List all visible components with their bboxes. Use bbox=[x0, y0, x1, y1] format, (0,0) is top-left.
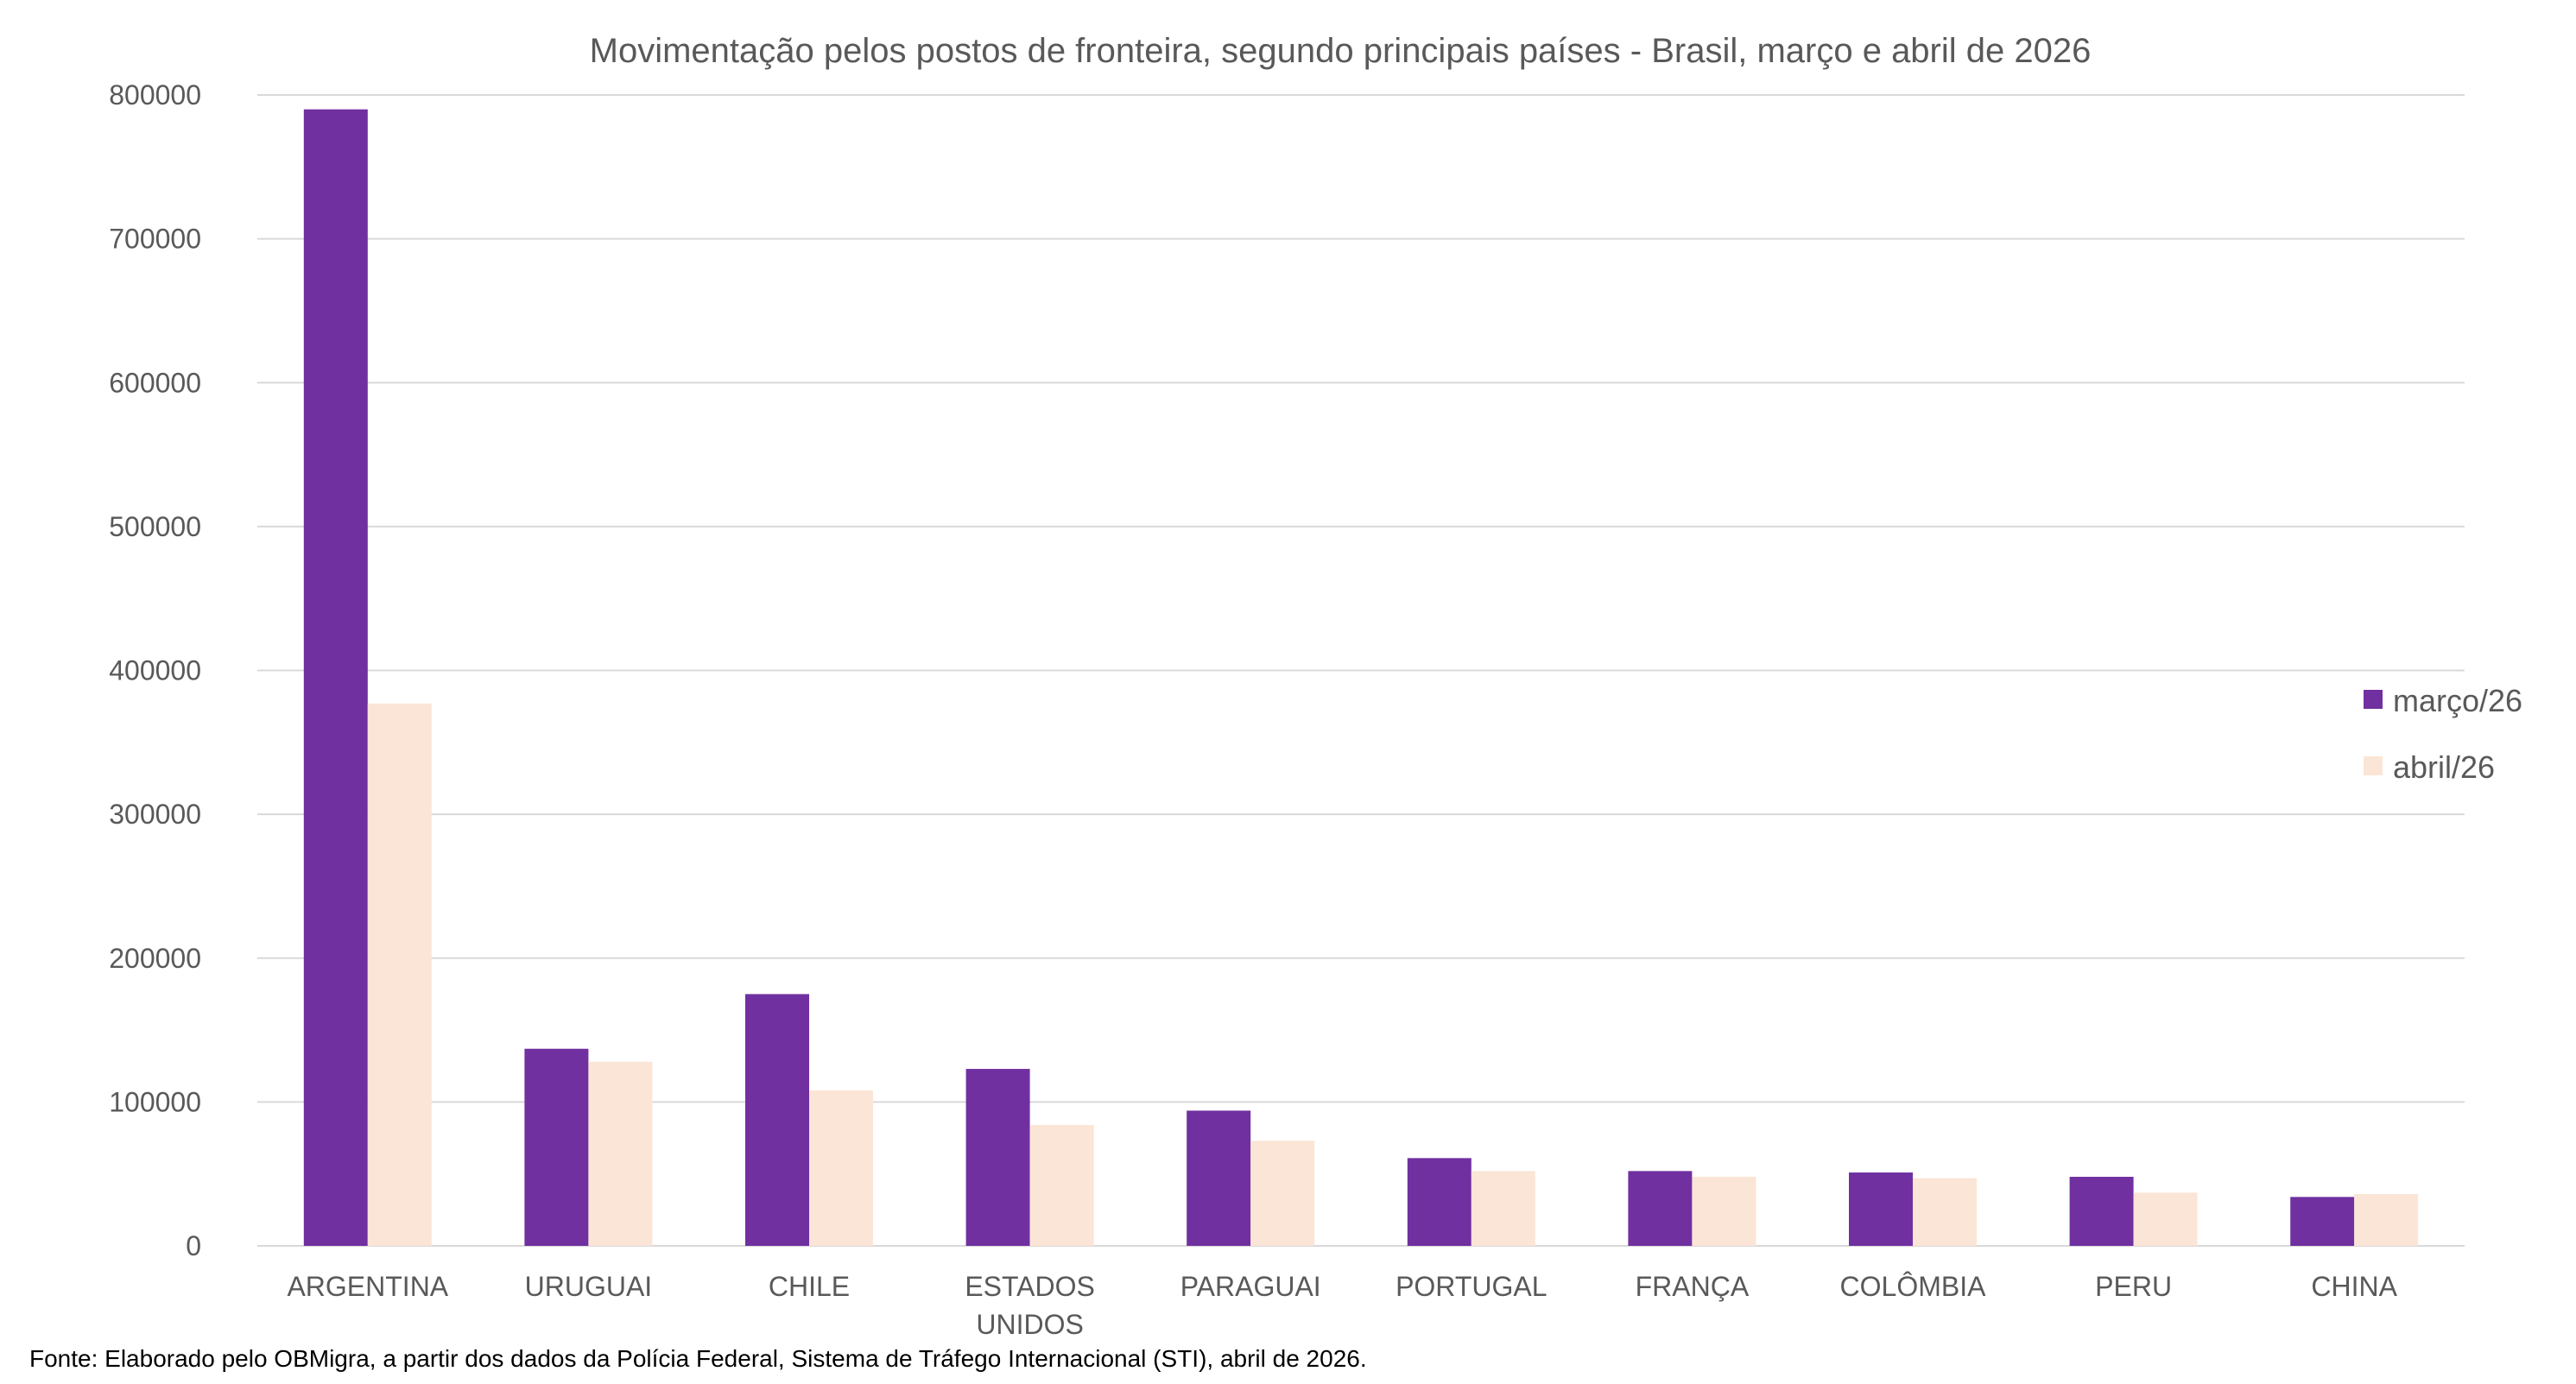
legend-label: abril/26 bbox=[2393, 749, 2495, 785]
x-category-label: ARGENTINA bbox=[287, 1271, 448, 1302]
bar-series-1-4 bbox=[1187, 1110, 1251, 1246]
x-category-label: PARAGUAI bbox=[1180, 1271, 1321, 1302]
x-category-label: UNIDOS bbox=[976, 1309, 1083, 1340]
bar-series-1-0 bbox=[303, 109, 368, 1247]
bar-series-2-3 bbox=[1029, 1125, 1094, 1246]
bar-series-2-2 bbox=[809, 1090, 873, 1246]
legend: março/26 abril/26 bbox=[2364, 683, 2522, 785]
x-category-label: ESTADOS bbox=[965, 1271, 1095, 1302]
y-tick-label: 500000 bbox=[109, 511, 201, 542]
y-tick-label: 400000 bbox=[109, 655, 201, 686]
source-note: Fonte: Elaborado pelo OBMigra, a partir … bbox=[29, 1345, 1367, 1372]
bar-series-1-1 bbox=[524, 1048, 589, 1246]
x-category-label: FRANÇA bbox=[1636, 1271, 1750, 1302]
x-category-label: PERU bbox=[2095, 1271, 2172, 1302]
x-category-label: PORTUGAL bbox=[1396, 1271, 1547, 1302]
y-axis-tick-labels: 0 100000 200000 300000 400000 500000 600000 700… bbox=[109, 79, 201, 1261]
chart-title: Movimentação pelos postos de fronteira, … bbox=[590, 32, 2092, 70]
legend-swatch bbox=[2364, 756, 2383, 775]
y-tick-label: 100000 bbox=[109, 1086, 201, 1117]
y-tick-label: 200000 bbox=[109, 943, 201, 974]
bar-series-1-9 bbox=[2290, 1197, 2355, 1246]
bar-series-2-5 bbox=[1471, 1171, 1535, 1246]
y-tick-label: 600000 bbox=[109, 367, 201, 398]
x-category-label: CHINA bbox=[2311, 1271, 2397, 1302]
bar-series-1-2 bbox=[745, 994, 809, 1246]
bars bbox=[303, 109, 2419, 1247]
bar-series-2-9 bbox=[2354, 1194, 2419, 1246]
bar-series-2-1 bbox=[588, 1061, 653, 1246]
legend-swatch bbox=[2364, 690, 2383, 709]
x-category-label: CHILE bbox=[769, 1271, 850, 1302]
bar-series-2-6 bbox=[1692, 1177, 1756, 1246]
y-tick-label: 800000 bbox=[109, 79, 201, 111]
bar-series-1-8 bbox=[2069, 1177, 2134, 1246]
bar-series-2-8 bbox=[2133, 1192, 2198, 1246]
bar-series-2-4 bbox=[1250, 1141, 1315, 1246]
legend-label: março/26 bbox=[2393, 683, 2522, 718]
x-axis-category-labels: ARGENTINA URUGUAI CHILE ESTADOS UNIDOS PARAGU… bbox=[287, 1271, 2397, 1340]
x-category-label: URUGUAI bbox=[525, 1271, 653, 1302]
y-tick-label: 700000 bbox=[109, 224, 201, 255]
bar-series-2-7 bbox=[1913, 1178, 1977, 1246]
bar-series-1-3 bbox=[965, 1069, 1030, 1246]
y-tick-label: 0 bbox=[186, 1230, 201, 1261]
bar-series-1-5 bbox=[1407, 1158, 1472, 1246]
y-tick-label: 300000 bbox=[109, 799, 201, 830]
bar-series-1-6 bbox=[1628, 1171, 1693, 1246]
bar-series-2-0 bbox=[367, 703, 432, 1246]
x-category-label: COLÔMBIA bbox=[1840, 1271, 1987, 1302]
bar-series-1-7 bbox=[1849, 1172, 1913, 1246]
